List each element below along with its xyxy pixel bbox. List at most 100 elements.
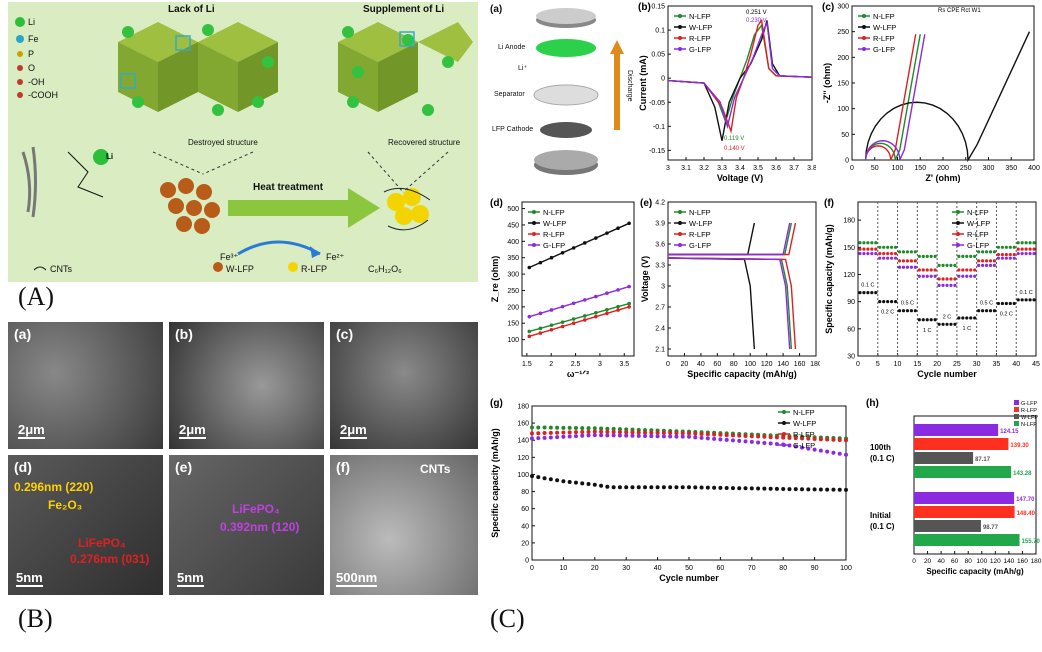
rate-point-g-lfp [1012,256,1016,260]
x-tick-label: 200 [937,165,949,172]
rate-point-n-lfp [1016,241,1020,245]
rate-point-r-lfp [1004,252,1008,257]
separator-label: Separator [494,91,525,98]
y-tick-label: 0 [525,558,529,565]
o-legend-dot [17,65,23,71]
cycle-point-r-lfp [737,433,742,438]
panel-tag: (h) [866,398,879,409]
cycle-point-r-lfp [818,437,823,442]
rate-point-g-lfp [1004,256,1008,260]
rate-point-g-lfp [1024,252,1028,256]
rate-point-w-lfp [984,309,989,313]
cycle-point-g-lfp [592,433,597,438]
x-tick-label: 2.5 [571,361,581,368]
y-tick-label: 0.1 [655,28,665,35]
y-axis-label: Z_re (ohm) [490,256,500,303]
rate-point-w-lfp [1028,298,1032,302]
cnt-network-icon [67,151,104,198]
panel-a: Li Fe P O -OH -COOH Lack of Li Supplemen… [8,2,478,282]
panel-tag: (f) [824,198,834,209]
bar-g-lfp [914,492,1015,504]
rate-point-g-lfp [874,252,878,256]
cycle-point-w-lfp [536,475,541,480]
y-tick-label: 250 [837,29,849,36]
legend-marker-n-lfp [956,210,960,214]
x-axis-label: Cycle number [917,369,977,379]
rate-point-r-lfp [1000,252,1004,257]
cycle-point-g-lfp [774,441,779,446]
cycle-point-w-lfp [781,486,786,491]
cycle-point-g-lfp [762,440,767,445]
rate-point-w-lfp [897,309,902,313]
legend-label-n-lfp: N-LFP [689,12,711,21]
eis-curve-g-lfp [864,34,926,161]
rate-point-n-lfp [878,245,882,249]
x-tick-label: 400 [1028,165,1040,172]
cycle-point-w-lfp [730,486,735,491]
bar-value-label: 139.30 [1010,443,1029,449]
x-tick-label: 3.4 [735,165,745,172]
warburg-point-w-lfp [582,241,587,245]
x-tick-label: 35 [993,361,1001,368]
warburg-line-r-lfp [529,306,630,338]
cycle-point-g-lfp [611,433,616,438]
rate-point-g-lfp [886,256,890,260]
y-tick-label: 150 [837,81,849,88]
rate-point-g-lfp [901,265,906,269]
rate-point-n-lfp [874,241,878,245]
cycle-point-w-lfp [743,486,748,491]
y-tick-label: 3.6 [655,242,665,249]
rate-point-n-lfp [909,250,913,254]
img-d-spacing-2: 0.276nm (031) [70,552,150,566]
cycle-point-r-lfp [844,438,848,443]
x-tick-label: 0 [850,165,854,172]
cycle-point-g-lfp [844,452,848,457]
img-f-tag: (f) [336,459,350,475]
warburg-point-n-lfp [560,320,565,324]
cycle-point-r-lfp [567,430,572,435]
img-d-lifepo4-label: LiFePO₄ [78,536,126,550]
rate-point-g-lfp [878,256,882,260]
x-tick-label: 3.3 [717,165,727,172]
rate-point-w-lfp [893,300,898,304]
rate-point-n-lfp [977,250,981,254]
warburg-point-n-lfp [627,301,631,306]
cycle-point-n-lfp [624,427,629,432]
cycle-point-g-lfp [812,447,817,452]
warburg-point-w-lfp [538,260,543,265]
cycle-point-r-lfp [756,434,761,439]
panel-c-letter: (C) [490,604,525,633]
cycle-point-w-lfp [530,474,534,479]
warburg-point-r-lfp [627,305,631,309]
cycle-point-n-lfp [580,426,585,431]
x-tick-label: 100 [892,165,904,172]
cycle-point-w-lfp [611,485,616,490]
y-tick-label: 3.3 [655,263,665,270]
rate-point-g-lfp [917,274,921,278]
rate-point-g-lfp [1008,256,1012,260]
legend-label-g-lfp: G-LFP [967,241,989,250]
rate-point-n-lfp [897,250,902,254]
x-tick-label: 100 [840,565,852,572]
cycle-point-g-lfp [831,450,836,455]
y-tick-label: 100 [837,106,849,113]
img-c-scalebar: 2μm [340,422,367,439]
supplement-of-li-label: Supplement of Li [363,4,445,15]
cycle-point-g-lfp [630,433,635,438]
rate-label: 0.5 C [901,301,914,307]
img-a-tag: (a) [14,326,32,342]
x-tick-label: 3.1 [681,165,691,172]
rate-point-n-lfp [965,254,969,258]
x-tick-label: 120 [761,361,773,368]
rate-point-w-lfp [862,290,866,295]
cycle-point-g-lfp [668,434,673,439]
y-axis-label: Voltage (V) [640,256,650,302]
cycle-point-n-lfp [530,425,534,430]
y-tick-label: 400 [507,239,519,246]
w-lfp-legend: W-LFP [226,264,254,274]
legend-marker-n-lfp [532,210,536,214]
x-axis-label: Specific capacity (mAh/g) [687,369,797,379]
panel-tag: (g) [490,398,503,409]
rate-point-r-lfp [917,268,921,272]
y-tick-label: 20 [521,540,529,547]
